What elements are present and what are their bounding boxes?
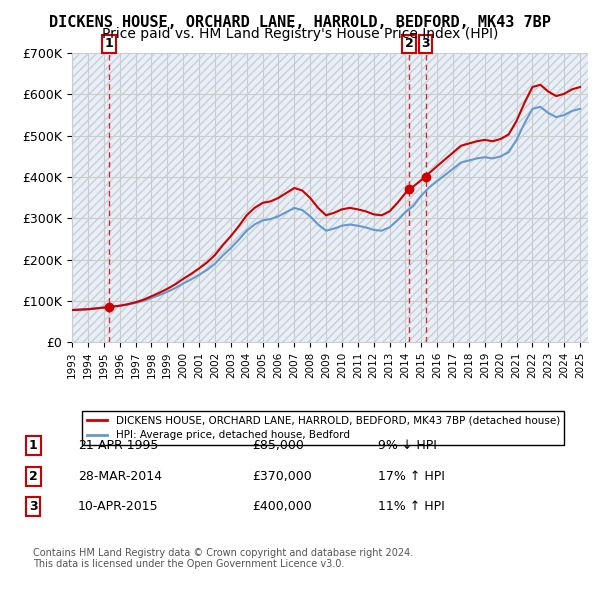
Text: 3: 3 xyxy=(421,37,430,50)
Text: 1: 1 xyxy=(29,439,37,452)
Text: 9% ↓ HPI: 9% ↓ HPI xyxy=(378,439,437,452)
Text: DICKENS HOUSE, ORCHARD LANE, HARROLD, BEDFORD, MK43 7BP: DICKENS HOUSE, ORCHARD LANE, HARROLD, BE… xyxy=(49,15,551,30)
Text: 21-APR-1995: 21-APR-1995 xyxy=(78,439,158,452)
Text: 11% ↑ HPI: 11% ↑ HPI xyxy=(378,500,445,513)
Text: 10-APR-2015: 10-APR-2015 xyxy=(78,500,158,513)
Text: £400,000: £400,000 xyxy=(252,500,312,513)
Text: 2: 2 xyxy=(29,470,37,483)
Text: £85,000: £85,000 xyxy=(252,439,304,452)
Text: 17% ↑ HPI: 17% ↑ HPI xyxy=(378,470,445,483)
Text: This data is licensed under the Open Government Licence v3.0.: This data is licensed under the Open Gov… xyxy=(33,559,344,569)
Text: 2: 2 xyxy=(405,37,413,50)
Text: 28-MAR-2014: 28-MAR-2014 xyxy=(78,470,162,483)
Legend: DICKENS HOUSE, ORCHARD LANE, HARROLD, BEDFORD, MK43 7BP (detached house), HPI: A: DICKENS HOUSE, ORCHARD LANE, HARROLD, BE… xyxy=(82,411,564,444)
Text: Contains HM Land Registry data © Crown copyright and database right 2024.: Contains HM Land Registry data © Crown c… xyxy=(33,548,413,558)
Text: Price paid vs. HM Land Registry's House Price Index (HPI): Price paid vs. HM Land Registry's House … xyxy=(102,27,498,41)
Text: £370,000: £370,000 xyxy=(252,470,312,483)
Text: 3: 3 xyxy=(29,500,37,513)
Text: 1: 1 xyxy=(104,37,113,50)
